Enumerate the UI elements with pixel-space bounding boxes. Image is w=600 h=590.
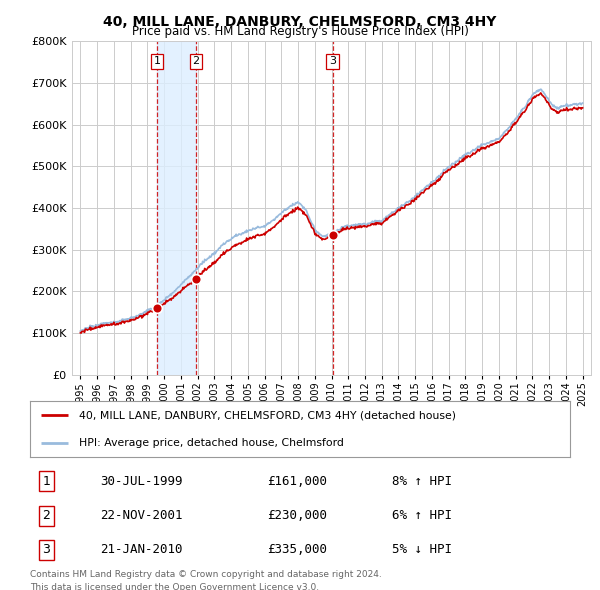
Text: £335,000: £335,000 xyxy=(268,543,328,556)
Text: 2: 2 xyxy=(42,509,50,522)
Text: 5% ↓ HPI: 5% ↓ HPI xyxy=(392,543,452,556)
Text: 40, MILL LANE, DANBURY, CHELMSFORD, CM3 4HY (detached house): 40, MILL LANE, DANBURY, CHELMSFORD, CM3 … xyxy=(79,410,455,420)
Text: HPI: Average price, detached house, Chelmsford: HPI: Average price, detached house, Chel… xyxy=(79,438,343,448)
Text: 1: 1 xyxy=(42,475,50,488)
Text: 21-JAN-2010: 21-JAN-2010 xyxy=(100,543,182,556)
Text: 2: 2 xyxy=(193,56,199,66)
Text: 8% ↑ HPI: 8% ↑ HPI xyxy=(392,475,452,488)
Text: 40, MILL LANE, DANBURY, CHELMSFORD, CM3 4HY: 40, MILL LANE, DANBURY, CHELMSFORD, CM3 … xyxy=(103,15,497,29)
Text: 1: 1 xyxy=(154,56,161,66)
Text: 22-NOV-2001: 22-NOV-2001 xyxy=(100,509,182,522)
Text: 3: 3 xyxy=(42,543,50,556)
Text: This data is licensed under the Open Government Licence v3.0.: This data is licensed under the Open Gov… xyxy=(30,583,319,590)
Bar xyxy=(157,41,196,375)
Text: Price paid vs. HM Land Registry's House Price Index (HPI): Price paid vs. HM Land Registry's House … xyxy=(131,25,469,38)
Text: 6% ↑ HPI: 6% ↑ HPI xyxy=(392,509,452,522)
Text: 30-JUL-1999: 30-JUL-1999 xyxy=(100,475,182,488)
Text: 3: 3 xyxy=(329,56,336,66)
Text: £230,000: £230,000 xyxy=(268,509,328,522)
Text: Contains HM Land Registry data © Crown copyright and database right 2024.: Contains HM Land Registry data © Crown c… xyxy=(30,570,382,579)
Text: £161,000: £161,000 xyxy=(268,475,328,488)
